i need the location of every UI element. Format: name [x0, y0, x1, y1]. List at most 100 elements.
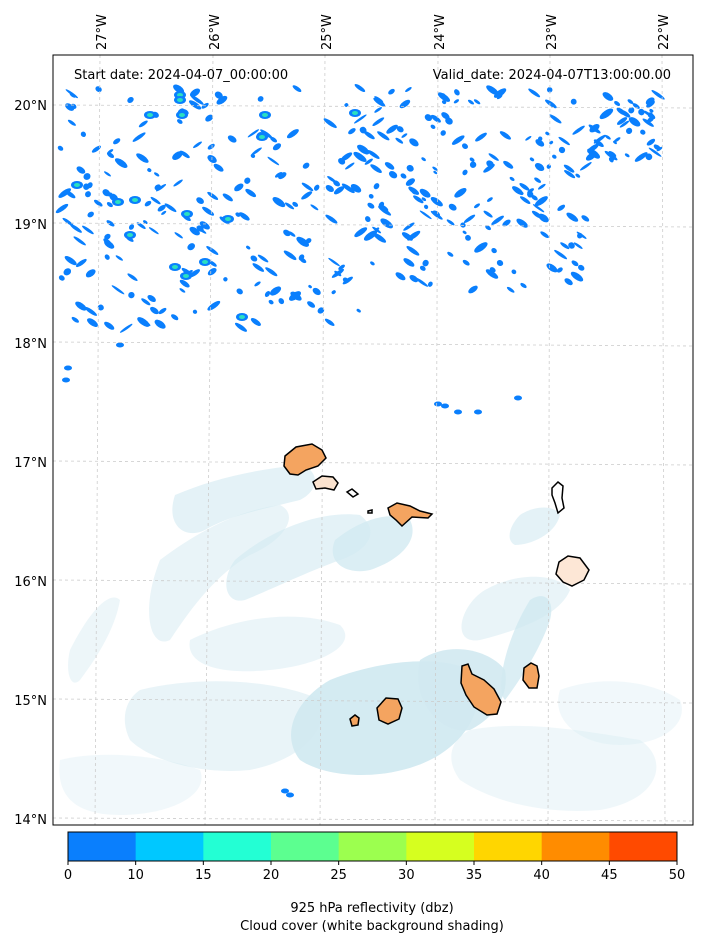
reflectivity-echo: [189, 100, 202, 110]
reflectivity-echo: [154, 184, 161, 191]
reflectivity-echo: [205, 114, 214, 122]
reflectivity-echo: [422, 259, 429, 267]
reflectivity-echo-core: [202, 260, 208, 264]
reflectivity-echo: [642, 118, 654, 127]
reflectivity-echo: [272, 197, 286, 208]
reflectivity-echo: [158, 307, 167, 315]
reflectivity-echo-core: [183, 274, 189, 278]
reflectivity-echo: [85, 191, 91, 198]
reflectivity-echo: [353, 114, 367, 124]
reflectivity-echo: [67, 119, 76, 126]
reflectivity-echo: [651, 90, 665, 100]
reflectivity-echo: [421, 157, 426, 162]
reflectivity-echo: [433, 170, 438, 175]
reflectivity-echo: [187, 243, 196, 251]
colorbar-segment: [135, 832, 204, 861]
reflectivity-echo: [268, 299, 274, 305]
lon-label: 26°W: [208, 14, 223, 50]
reflectivity-echo: [575, 173, 581, 178]
reflectivity-echo: [440, 130, 446, 136]
reflectivity-echo: [558, 146, 566, 154]
reflectivity-echo: [288, 231, 296, 237]
reflectivity-echo: [454, 89, 460, 96]
reflectivity-echo: [82, 225, 94, 235]
reflectivity-echo: [137, 317, 150, 327]
reflectivity-echo: [207, 268, 217, 276]
reflectivity-echo: [624, 153, 630, 158]
reflectivity-echo: [283, 229, 291, 237]
reflectivity-echo: [509, 176, 515, 181]
reflectivity-echo: [570, 271, 584, 282]
reflectivity-echo: [451, 135, 465, 145]
reflectivity-echo: [380, 204, 389, 212]
reflectivity-echo: [430, 114, 441, 123]
reflectivity-echo: [368, 193, 374, 199]
reflectivity-echo: [572, 125, 585, 135]
reflectivity-echo: [499, 131, 511, 140]
reflectivity-echo: [462, 169, 468, 176]
reflectivity-echo: [313, 184, 320, 191]
reflectivity-echo: [57, 145, 64, 151]
reflectivity-echo: [620, 110, 631, 118]
reflectivity-echo: [106, 220, 115, 227]
reflectivity-echo: [363, 130, 375, 140]
reflectivity-echo: [427, 281, 433, 287]
reflectivity-echo: [372, 226, 382, 234]
reflectivity-echo: [348, 128, 356, 135]
reflectivity-echo: [301, 182, 314, 192]
reflectivity-echo: [147, 294, 156, 303]
island-santo-antao: [283, 443, 327, 476]
reflectivity-echo: [496, 94, 503, 100]
colorbar-segment: [271, 832, 340, 861]
reflectivity-echo: [474, 409, 482, 415]
reflectivity-echo: [549, 140, 554, 145]
reflectivity-echo: [546, 87, 553, 93]
reflectivity-echo: [563, 164, 575, 173]
reflectivity-echo: [502, 219, 511, 227]
reflectivity-echo: [87, 318, 98, 327]
reflectivity-echo: [307, 301, 316, 308]
reflectivity-echo: [571, 260, 579, 267]
reflectivity-echo: [324, 318, 335, 326]
reflectivity-echo: [445, 117, 453, 125]
reflectivity-echo: [556, 267, 563, 273]
colorbar-tick-label: 10: [127, 868, 144, 883]
reflectivity-echo: [115, 255, 123, 261]
reflectivity-echo: [640, 129, 646, 135]
reflectivity-echo: [628, 107, 635, 114]
reflectivity-echo: [246, 245, 251, 250]
reflectivity-echo: [396, 126, 404, 133]
reflectivity-echo: [278, 298, 285, 305]
reflectivity-echo: [104, 254, 110, 260]
reflectivity-echo: [593, 139, 604, 148]
reflectivity-echo: [377, 131, 390, 141]
reflectivity-echo: [378, 206, 392, 216]
reflectivity-echo: [257, 96, 264, 102]
reflectivity-echo: [519, 183, 530, 191]
reflectivity-echo: [409, 274, 419, 283]
reflectivity-echo: [312, 287, 321, 296]
reflectivity-echo-core: [147, 113, 153, 117]
reflectivity-echo: [73, 236, 86, 246]
reflectivity-echo: [177, 119, 183, 124]
reflectivity-echo: [566, 212, 579, 222]
reflectivity-echo: [328, 257, 340, 267]
reflectivity-echo: [649, 108, 654, 113]
reflectivity-echo: [308, 284, 312, 289]
reflectivity-echo: [103, 171, 112, 177]
colorbar-tick-label: 50: [669, 868, 686, 883]
reflectivity-echo: [252, 263, 265, 272]
start-date-label: Start date: 2024-04-07_00:00:00: [74, 68, 288, 83]
reflectivity-echo: [558, 136, 570, 146]
lon-label: 22°W: [657, 14, 672, 50]
reflectivity-echo: [154, 319, 166, 329]
reflectivity-echo: [340, 152, 353, 162]
colorbar-tick-label: 25: [330, 868, 347, 883]
colorbar: 0 10 15 20 25 30 35 40 45 50: [64, 831, 686, 883]
reflectivity-echo: [454, 409, 462, 415]
reflectivity-echo: [250, 255, 258, 262]
lon-label: 23°W: [545, 14, 560, 50]
reflectivity-echo: [63, 268, 72, 276]
island-sao-nicolau: [387, 502, 434, 528]
reflectivity-echo: [514, 395, 522, 401]
